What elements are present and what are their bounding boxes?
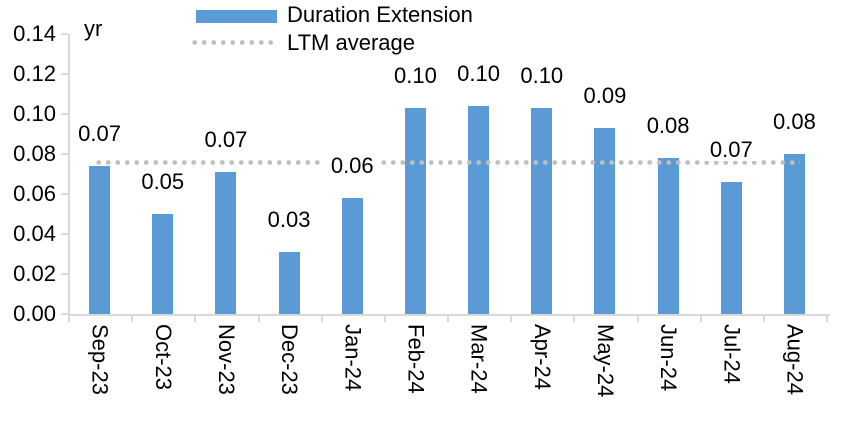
- x-category-label: Jan-24: [340, 324, 366, 392]
- bar-dec-23: [278, 252, 300, 314]
- x-axis-tick: [699, 314, 702, 322]
- x-axis-tick: [636, 314, 639, 322]
- y-axis-tick-label: 0.02: [13, 261, 56, 286]
- y-axis-tick: [61, 73, 68, 75]
- bar-jun-24: [657, 158, 679, 314]
- x-axis-tick: [131, 314, 134, 322]
- x-category-label: Jul-24: [719, 324, 745, 384]
- x-axis-tick: [320, 314, 323, 322]
- bar-value-label: 0.10: [386, 65, 445, 87]
- x-category-label: Oct-23: [150, 324, 176, 391]
- bar-sep-23: [89, 166, 111, 314]
- legend-dotted-line-swatch: [190, 40, 274, 45]
- y-axis-tick: [61, 313, 68, 315]
- bar-value-label: 0.07: [196, 129, 255, 151]
- bar-aug-24: [783, 154, 805, 314]
- bar-mar-24: [468, 106, 490, 314]
- x-axis-tick: [383, 314, 386, 322]
- bar-feb-24: [404, 108, 426, 314]
- x-category-label: Jun-24: [656, 324, 682, 392]
- x-axis-tick: [762, 314, 765, 322]
- y-axis-tick-label: 0.00: [13, 301, 56, 326]
- x-category-label: May-24: [592, 324, 618, 398]
- bar-may-24: [594, 128, 616, 314]
- x-axis-line: [68, 314, 831, 316]
- y-axis-tick-label: 0.08: [13, 141, 56, 166]
- y-axis-tick-label: 0.14: [13, 21, 56, 46]
- x-axis-tick: [510, 314, 513, 322]
- bar-value-label: 0.09: [575, 85, 634, 107]
- x-axis-tick: [194, 314, 197, 322]
- bar-jul-24: [720, 182, 742, 314]
- y-axis-tick: [61, 113, 68, 115]
- x-axis-tick: [826, 314, 829, 322]
- x-category-label: Apr-24: [529, 324, 555, 391]
- y-axis-tick: [61, 33, 68, 35]
- bar-value-label: 0.08: [639, 115, 698, 137]
- x-category-label: Dec-23: [277, 324, 303, 395]
- y-axis-tick: [61, 153, 68, 155]
- ltm-average-line: [93, 159, 801, 165]
- legend-bar-swatch: [196, 10, 277, 23]
- bar-value-label: 0.07: [70, 123, 129, 145]
- x-axis-tick: [68, 314, 70, 322]
- x-category-label: Aug-24: [782, 324, 808, 395]
- x-axis-tick: [257, 314, 260, 322]
- bar-value-label: 0.10: [512, 65, 571, 87]
- bar-value-label: 0.08: [765, 111, 824, 133]
- legend-bar-label: Duration Extension: [287, 2, 473, 27]
- bar-oct-23: [152, 214, 174, 314]
- x-category-label: Feb-24: [403, 324, 429, 394]
- x-axis-tick: [447, 314, 450, 322]
- legend-line-label: LTM average: [287, 30, 415, 55]
- bar-value-label: 0.05: [133, 171, 192, 193]
- y-axis-unit-label: yr: [84, 16, 103, 41]
- bar-nov-23: [215, 172, 237, 314]
- y-axis-tick-label: 0.12: [13, 61, 56, 86]
- x-category-label: Nov-23: [213, 324, 239, 395]
- bar-value-label: 0.07: [702, 139, 761, 161]
- bar-jan-24: [341, 198, 363, 314]
- y-axis-line: [68, 34, 70, 316]
- x-axis-tick: [573, 314, 576, 322]
- y-axis-tick-label: 0.04: [13, 221, 56, 246]
- bar-value-label: 0.03: [260, 209, 319, 231]
- bar-value-label: 0.06: [323, 155, 382, 177]
- y-axis-tick-label: 0.06: [13, 181, 56, 206]
- y-axis-tick: [61, 233, 68, 235]
- bar-apr-24: [531, 108, 553, 314]
- bar-value-label: 0.10: [449, 63, 508, 85]
- y-axis-tick-label: 0.10: [13, 101, 56, 126]
- y-axis-tick: [61, 273, 68, 275]
- y-axis-tick: [61, 193, 68, 195]
- x-category-label: Sep-23: [87, 324, 113, 395]
- x-category-label: Mar-24: [466, 324, 492, 394]
